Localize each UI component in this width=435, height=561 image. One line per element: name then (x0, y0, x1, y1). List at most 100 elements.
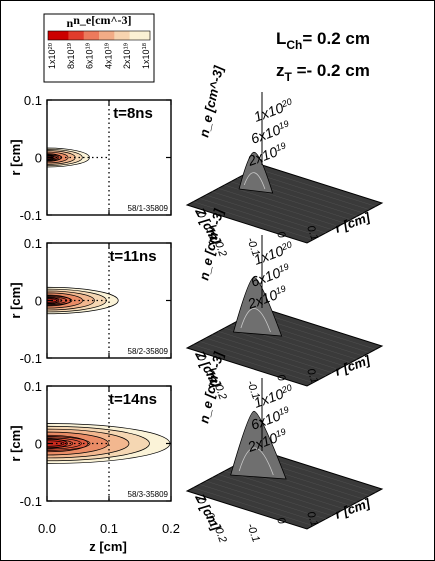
surface-peak (232, 276, 283, 337)
surface-gridline (199, 484, 320, 523)
color-legend: nn_e[cm^-3] 1x1020 8x1019 6x1019 4x1019 2x10… (43, 13, 155, 83)
surface-peak-highlight (243, 172, 266, 190)
surface-r-axis-tick: 0.1 (304, 510, 321, 528)
surface-gridline (249, 171, 370, 210)
contour-line (46, 295, 73, 306)
legend-swatch (109, 31, 115, 40)
surface-gridline (218, 331, 339, 370)
surface-gridline (255, 168, 376, 207)
lch-label: LCh= 0.2 cm (276, 29, 370, 52)
y-tick-label: 0 (35, 151, 42, 166)
legend-swatch (88, 31, 95, 40)
legend-swatch (58, 31, 64, 40)
surface-z-axis-tick: 0.2 (212, 526, 229, 544)
legend-swatch (83, 31, 90, 40)
shot-label: 58/1-35809 (128, 204, 169, 213)
y-tick-label: 0 (35, 294, 42, 309)
panel: 0.10-0.1r [cm]t=8ns58/1-358091x10206x101… (8, 64, 384, 258)
contour-line (46, 154, 60, 161)
surface-gridline (199, 341, 320, 380)
legend-swatch (129, 31, 136, 40)
surface-gridline (224, 327, 345, 367)
x-axis-label: z [cm] (89, 539, 127, 554)
surface-r-axis-tick: 0 (274, 373, 288, 384)
y-tick-label: 0.1 (24, 236, 42, 251)
surface-r-axis-tick: 0.1 (304, 367, 321, 385)
panel: 0.10-0.1r [cm]t=11ns58/2-358091x10206x10… (8, 207, 384, 401)
surface-z-axis-tick: 0.1 (203, 225, 220, 243)
shot-label: 58/3-35809 (128, 490, 169, 499)
legend-swatch (124, 31, 131, 40)
contour-line (46, 440, 65, 447)
contour-line (46, 155, 57, 160)
y-tick-label: -0.1 (20, 208, 42, 223)
legend-box (43, 13, 155, 83)
legend-labels: 1x1020 8x1019 6x1019 4x1019 2x1019 1x1018 (47, 42, 151, 69)
surface-peak (230, 410, 287, 480)
y-axis-label: r [cm] (8, 139, 23, 175)
contour-line (46, 438, 74, 449)
legend-swatch (144, 31, 151, 40)
y-axis-label: r [cm] (8, 425, 23, 461)
legend-swatch (99, 31, 105, 40)
legend-title-text: n_e[cm^-3] (73, 13, 131, 27)
surface-peak-highlight (238, 447, 274, 476)
time-label: t=14ns (109, 391, 157, 408)
surface-r-axis-tick: 0.1 (304, 224, 321, 242)
legend-swatch (48, 31, 54, 40)
surface-z-axis-tick: 0 (194, 353, 208, 364)
surface-z-axis-tick: 0 (194, 210, 208, 221)
surface-z-axis-tick: 0 (194, 496, 208, 507)
surface-z-axis-tick: 0.1 (203, 368, 220, 386)
surface-gridline (218, 474, 339, 513)
legend-swatch (63, 31, 69, 40)
surface-gridline (199, 198, 320, 237)
surface-gridline (211, 334, 333, 373)
legend-tick: 1x1018 (141, 43, 151, 69)
surface-gridline (193, 201, 314, 240)
surface-z-axis-tick: 0.1 (203, 511, 220, 529)
y-tick-label: 0 (35, 437, 42, 452)
y-axis-label: r [cm] (8, 282, 23, 318)
legend-tick: 1x1020 (47, 42, 57, 69)
legend-swatch (93, 31, 100, 40)
surface-r-axis-tick: 0 (274, 516, 288, 527)
legend-swatch (78, 31, 85, 40)
time-label: t=11ns (109, 248, 156, 265)
panels: 0.10-0.1r [cm]t=8ns58/1-358091x10206x101… (8, 64, 384, 554)
surface-gridline (255, 311, 376, 350)
surface-gridline (205, 337, 326, 377)
surface-gridline (211, 191, 333, 230)
surface-gridline (193, 344, 314, 383)
surface-gridline (205, 480, 326, 520)
surface-gridline (224, 184, 345, 224)
surface-peak-highlight (240, 308, 271, 333)
surface-peak (238, 151, 274, 194)
legend-tick: 8x1019 (66, 43, 76, 69)
legend-swatch (134, 31, 141, 40)
legend-swatches (47, 30, 151, 41)
contour-line (46, 296, 68, 305)
x-tick-label: 0.2 (162, 521, 180, 536)
legend-swatch (139, 31, 146, 40)
surface-gridline (224, 470, 345, 510)
legend-title: nn_e[cm^-3] (67, 13, 132, 30)
legend-swatch (119, 31, 125, 40)
legend-swatch-border (47, 30, 151, 41)
legend-tick: 6x1019 (85, 43, 95, 69)
surface-gridline (205, 194, 326, 234)
x-tick-label: 0.1 (100, 521, 118, 536)
legend-swatch (114, 31, 120, 40)
y-tick-label: 0.1 (24, 379, 42, 394)
legend-tick: 4x1019 (103, 43, 113, 69)
legend-swatch (73, 31, 80, 40)
shot-label: 58/2-35809 (128, 347, 169, 356)
y-tick-label: 0.1 (24, 93, 42, 108)
contour-line (46, 437, 82, 450)
legend-tick: 2x1019 (122, 43, 132, 69)
contour-line (46, 436, 91, 451)
